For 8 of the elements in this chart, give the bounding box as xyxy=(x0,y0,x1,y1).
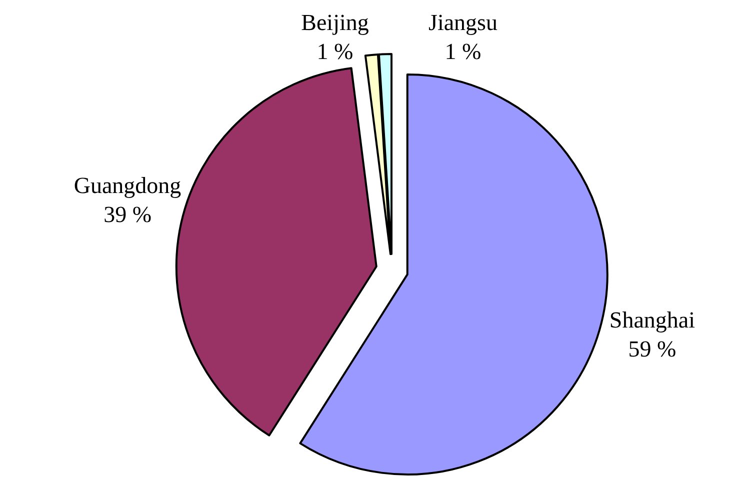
data-label: 39 % xyxy=(104,202,152,227)
slice-label: Shanghai xyxy=(609,308,696,333)
data-label: 59 % xyxy=(628,336,676,362)
slice-label: Beijing xyxy=(301,10,370,35)
slice-label: Jiangsu xyxy=(428,10,498,35)
data-label: 1 % xyxy=(444,39,482,64)
slice-label: Guangdong xyxy=(74,172,182,198)
data-label: 1 % xyxy=(316,39,354,64)
